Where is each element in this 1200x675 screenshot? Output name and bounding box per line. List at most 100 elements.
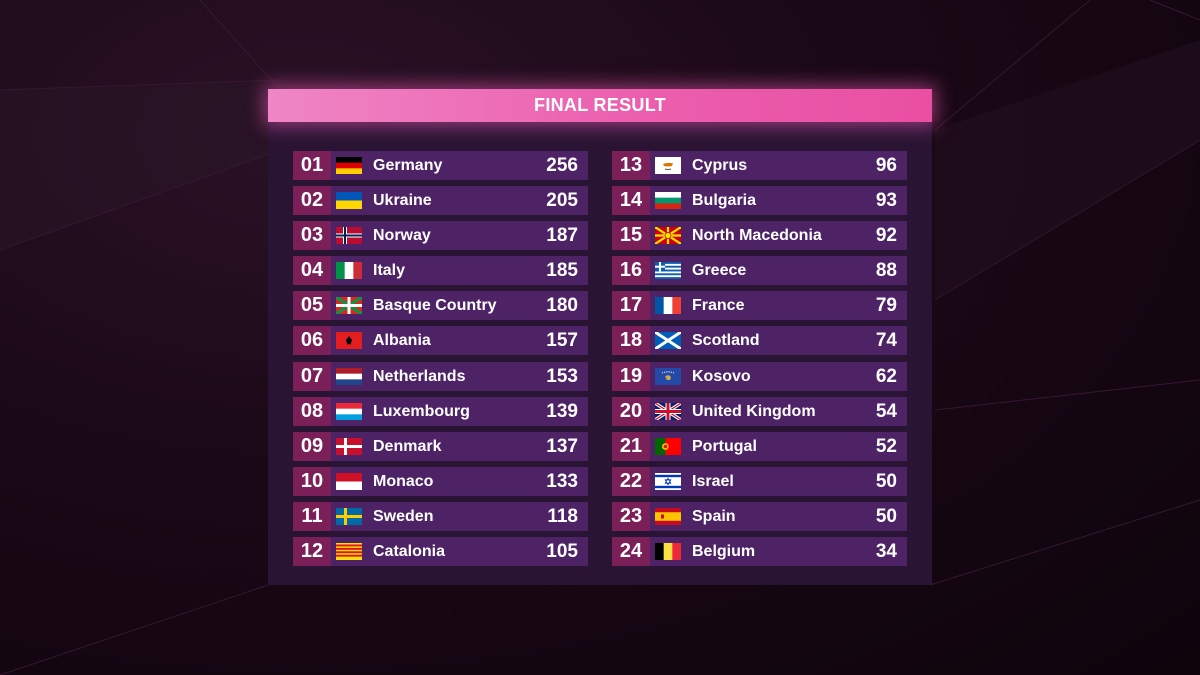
denmark-flag-icon xyxy=(336,437,362,455)
country-name: Germany xyxy=(373,157,443,174)
points-value: 92 xyxy=(875,225,897,247)
country-name: Luxembourg xyxy=(373,402,470,420)
rank-number: 12 xyxy=(293,537,331,567)
rank-number: 17 xyxy=(612,291,650,321)
rank-number: 22 xyxy=(612,466,650,496)
country-name: Netherlands xyxy=(373,367,466,385)
result-row: 10 Monaco 133 xyxy=(293,466,588,496)
result-row: 16 Greece 88 xyxy=(612,256,907,286)
country-name: Ukraine xyxy=(373,192,432,210)
result-row: 15 North Macedonia 92 xyxy=(612,221,907,251)
netherlands-flag-icon xyxy=(336,367,362,385)
points-value: 93 xyxy=(875,190,897,212)
points-value: 52 xyxy=(875,435,897,457)
rank-number: 02 xyxy=(293,186,331,216)
results-column-left: 01 Germany 256 02 Ukraine 205 03 Norway 187 04 Ita… xyxy=(293,151,588,572)
result-row: 03 Norway 187 xyxy=(293,221,588,251)
albania-flag-icon xyxy=(336,332,362,350)
points-value: 34 xyxy=(875,541,897,563)
rank-number: 19 xyxy=(612,361,650,391)
result-row: 18 Scotland 74 xyxy=(612,326,907,356)
result-row: 17 France 79 xyxy=(612,291,907,321)
greece-flag-icon xyxy=(655,262,681,280)
spain-flag-icon xyxy=(655,507,681,525)
result-row: 05 Basque Country 180 xyxy=(293,291,588,321)
rank-number: 07 xyxy=(293,361,331,391)
country-name: Kosovo xyxy=(692,367,751,385)
luxembourg-flag-icon xyxy=(336,402,362,420)
points-value: 88 xyxy=(875,260,897,282)
france-flag-icon xyxy=(655,297,681,315)
country-name: North Macedonia xyxy=(692,227,822,245)
country-name: France xyxy=(692,297,745,315)
result-row: 09 Denmark 137 xyxy=(293,431,588,461)
basque-flag-icon xyxy=(336,297,362,315)
monaco-flag-icon xyxy=(336,472,362,490)
rank-number: 20 xyxy=(612,396,650,426)
points-value: 205 xyxy=(546,190,578,212)
country-name: Albania xyxy=(373,332,431,350)
points-value: 133 xyxy=(546,470,578,492)
ukraine-flag-icon xyxy=(336,192,362,210)
country-name: Basque Country xyxy=(373,297,497,315)
country-name: Catalonia xyxy=(373,543,446,561)
country-name: Monaco xyxy=(373,472,434,490)
points-value: 185 xyxy=(546,260,578,282)
points-value: 157 xyxy=(546,330,578,352)
points-value: 137 xyxy=(546,435,578,457)
rank-number: 10 xyxy=(293,466,331,496)
country-name: Spain xyxy=(692,507,736,525)
result-row: 02 Ukraine 205 xyxy=(293,186,588,216)
italy-flag-icon xyxy=(336,262,362,280)
country-name: United Kingdom xyxy=(692,402,816,420)
israel-flag-icon xyxy=(655,472,681,490)
country-name: Belgium xyxy=(692,543,756,561)
portugal-flag-icon xyxy=(655,437,681,455)
sweden-flag-icon xyxy=(336,507,362,525)
rank-number: 24 xyxy=(612,537,650,567)
rank-number: 13 xyxy=(612,151,650,180)
results-column-right: 13 Cyprus 96 14 Bulgaria 93 15 North Macedonia 9… xyxy=(612,151,907,572)
bulgaria-flag-icon xyxy=(655,192,681,210)
points-value: 50 xyxy=(875,470,897,492)
points-value: 74 xyxy=(875,330,897,352)
rank-number: 04 xyxy=(293,256,331,286)
final-result-title: FINAL RESULT xyxy=(268,89,932,122)
points-value: 118 xyxy=(547,505,578,527)
rank-number: 01 xyxy=(293,151,331,180)
result-row: 13 Cyprus 96 xyxy=(612,151,907,180)
rank-number: 14 xyxy=(612,186,650,216)
rank-number: 11 xyxy=(293,501,331,531)
kosovo-flag-icon xyxy=(655,367,681,385)
points-value: 153 xyxy=(546,365,578,387)
rank-number: 05 xyxy=(293,291,331,321)
result-row: 14 Bulgaria 93 xyxy=(612,186,907,216)
rank-number: 08 xyxy=(293,396,331,426)
result-row: 06 Albania 157 xyxy=(293,326,588,356)
country-name: Israel xyxy=(692,472,734,490)
result-row: 24 Belgium 34 xyxy=(612,537,907,567)
rank-number: 21 xyxy=(612,431,650,461)
rank-number: 03 xyxy=(293,221,331,251)
points-value: 50 xyxy=(875,505,897,527)
points-value: 62 xyxy=(875,365,897,387)
north-macedonia-flag-icon xyxy=(655,227,681,245)
scotland-flag-icon xyxy=(655,332,681,350)
result-row: 04 Italy 185 xyxy=(293,256,588,286)
points-value: 139 xyxy=(546,400,578,422)
country-name: Cyprus xyxy=(692,157,748,174)
rank-number: 09 xyxy=(293,431,331,461)
rank-number: 23 xyxy=(612,501,650,531)
country-name: Portugal xyxy=(692,437,757,455)
points-value: 105 xyxy=(546,541,578,563)
rank-number: 18 xyxy=(612,326,650,356)
country-name: Sweden xyxy=(373,507,434,525)
result-row: 07 Netherlands 153 xyxy=(293,361,588,391)
country-name: Italy xyxy=(373,262,406,280)
points-value: 187 xyxy=(546,225,578,247)
result-row: 22 Israel 50 xyxy=(612,466,907,496)
germany-flag-icon xyxy=(336,157,362,174)
country-name: Bulgaria xyxy=(692,192,757,210)
country-name: Scotland xyxy=(692,332,760,350)
